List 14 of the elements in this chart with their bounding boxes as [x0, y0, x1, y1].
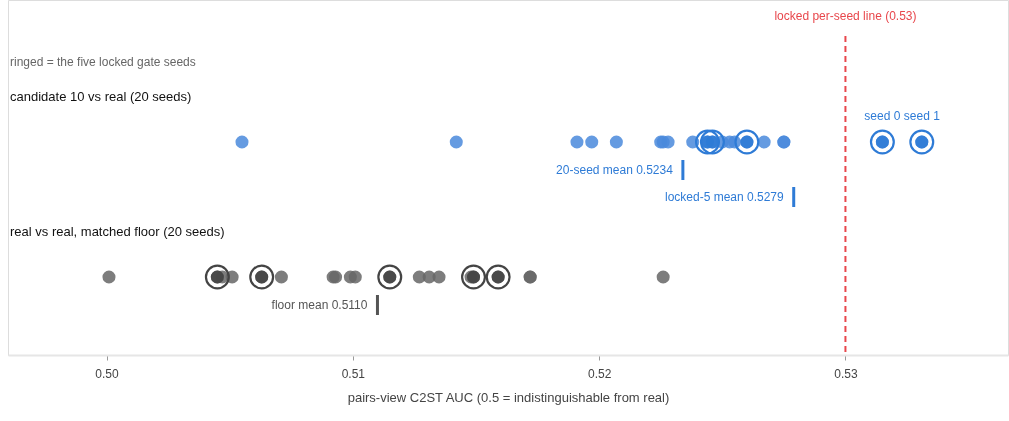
- y-tick-label: candidate 10 vs real (20 seeds): [10, 89, 192, 104]
- annotation: ringed = the five locked gate seeds: [10, 55, 196, 69]
- y-tick-label: real vs real, matched floor (20 seeds): [10, 224, 225, 239]
- ref-line-label: locked per-seed line (0.53): [774, 9, 917, 23]
- data-label: seed 1: [903, 109, 941, 123]
- x-tick-label: 0.53: [834, 366, 858, 381]
- x-axis-title: pairs-view C2ST AUC (0.5 = indistinguishable from real): [347, 389, 670, 405]
- x-tick-label: 0.50: [95, 366, 120, 381]
- ref-line-label: floor mean 0.5110: [271, 298, 368, 312]
- x-tick-label: 0.52: [587, 366, 612, 381]
- x-tick-label: 0.51: [341, 366, 366, 381]
- data-label: seed 0: [864, 109, 901, 123]
- ref-line-label: 20-seed mean 0.5234: [556, 163, 674, 177]
- ref-line-label: locked-5 mean 0.5279: [664, 190, 785, 204]
